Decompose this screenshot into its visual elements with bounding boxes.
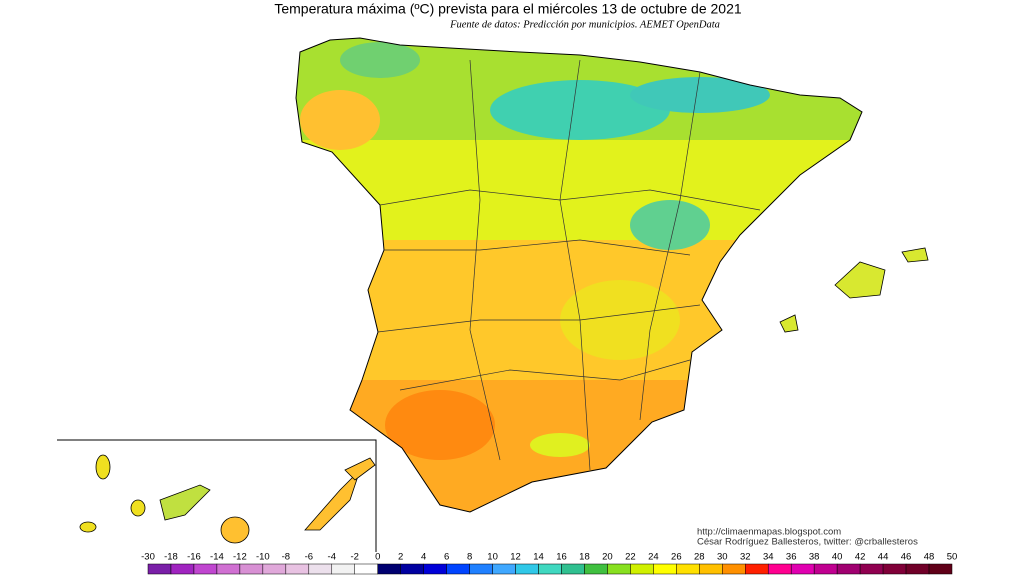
scale-label: -18	[164, 552, 178, 563]
scale-label: -2	[351, 552, 359, 563]
credit-url: http://climaenmapas.blogspot.com	[697, 527, 841, 538]
scale-cell	[423, 563, 447, 575]
scale-label: 6	[444, 552, 449, 563]
scale-cell	[882, 563, 907, 575]
scale-label: 44	[878, 552, 889, 563]
scale-cell	[790, 563, 815, 575]
balearics	[779, 247, 929, 333]
scale-cell	[354, 563, 378, 575]
scale-label: 14	[533, 552, 544, 563]
scale-cell	[607, 563, 631, 575]
peninsula	[296, 38, 862, 512]
scale-label: 32	[740, 552, 751, 563]
scale-label: 26	[671, 552, 682, 563]
scale-label: 16	[556, 552, 567, 563]
scale-cell	[331, 563, 355, 575]
scale-label: -6	[305, 552, 313, 563]
scale-label: 10	[487, 552, 498, 563]
scale-label: 50	[947, 552, 958, 563]
scale-label: -4	[328, 552, 336, 563]
scale-label: 48	[924, 552, 935, 563]
scale-label: 4	[421, 552, 426, 563]
scale-label: 46	[901, 552, 912, 563]
scale-cell	[836, 563, 861, 575]
scale-cell	[859, 563, 884, 575]
scale-label: 30	[717, 552, 728, 563]
scale-label: 0	[375, 552, 380, 563]
scale-cell	[699, 563, 723, 575]
scale-label: -30	[141, 552, 155, 563]
scale-cell	[538, 563, 562, 575]
scale-cell	[676, 563, 700, 575]
scale-label: 18	[579, 552, 590, 563]
credit-author: César Rodríguez Ballesteros, twitter: @c…	[697, 537, 918, 548]
scale-label: 28	[694, 552, 705, 563]
canary-frame	[57, 439, 377, 552]
scale-label: 20	[602, 552, 613, 563]
scale-cell	[147, 563, 172, 575]
scale-cell	[239, 563, 264, 575]
scale-label: -16	[187, 552, 201, 563]
scale-cell	[745, 563, 769, 575]
scale-cell	[308, 563, 333, 575]
scale-cell	[653, 563, 677, 575]
scale-cell	[193, 563, 218, 575]
scale-cell	[722, 563, 746, 575]
scale-cell	[400, 563, 424, 575]
scale-cell	[813, 563, 838, 575]
scale-cell	[492, 563, 516, 575]
scale-label: 8	[467, 552, 472, 563]
scale-label: 42	[855, 552, 866, 563]
scale-cell	[170, 563, 195, 575]
title: Temperatura máxima (ºC) prevista para el…	[274, 1, 742, 17]
scale-cell	[216, 563, 241, 575]
scale-label: -8	[282, 552, 290, 563]
scale-cell	[928, 563, 953, 575]
scale-cell	[515, 563, 539, 575]
scale-cell	[446, 563, 470, 575]
scale-label: 12	[510, 552, 521, 563]
scale-label: 22	[625, 552, 636, 563]
scale-label: 24	[648, 552, 659, 563]
color-scale: -30 -18 -16 -14 -12 -10 -8 -6 -4 -2 0 2 4 6 8 10 12 14 16 1…	[141, 552, 958, 575]
scale-cell	[767, 563, 792, 575]
scale-cell	[377, 563, 401, 575]
scale-cell	[630, 563, 654, 575]
scale-label: 40	[832, 552, 843, 563]
scale-cell	[561, 563, 585, 575]
canary-islands	[79, 454, 376, 544]
scale-label: 34	[763, 552, 774, 563]
scale-cell	[262, 563, 287, 575]
scale-label: 38	[809, 552, 820, 563]
scale-label: -14	[210, 552, 224, 563]
scale-cell	[584, 563, 608, 575]
scale-label: -10	[256, 552, 270, 563]
scale-label: -12	[233, 552, 247, 563]
scale-cell	[905, 563, 930, 575]
coastline	[295, 37, 863, 513]
scale-cell	[469, 563, 493, 575]
scale-label: 36	[786, 552, 797, 563]
scale-cell	[285, 563, 310, 575]
subtitle: Fuente de datos: Predicción por municipi…	[449, 19, 720, 30]
borders	[377, 59, 761, 471]
scale-label: 2	[398, 552, 403, 563]
